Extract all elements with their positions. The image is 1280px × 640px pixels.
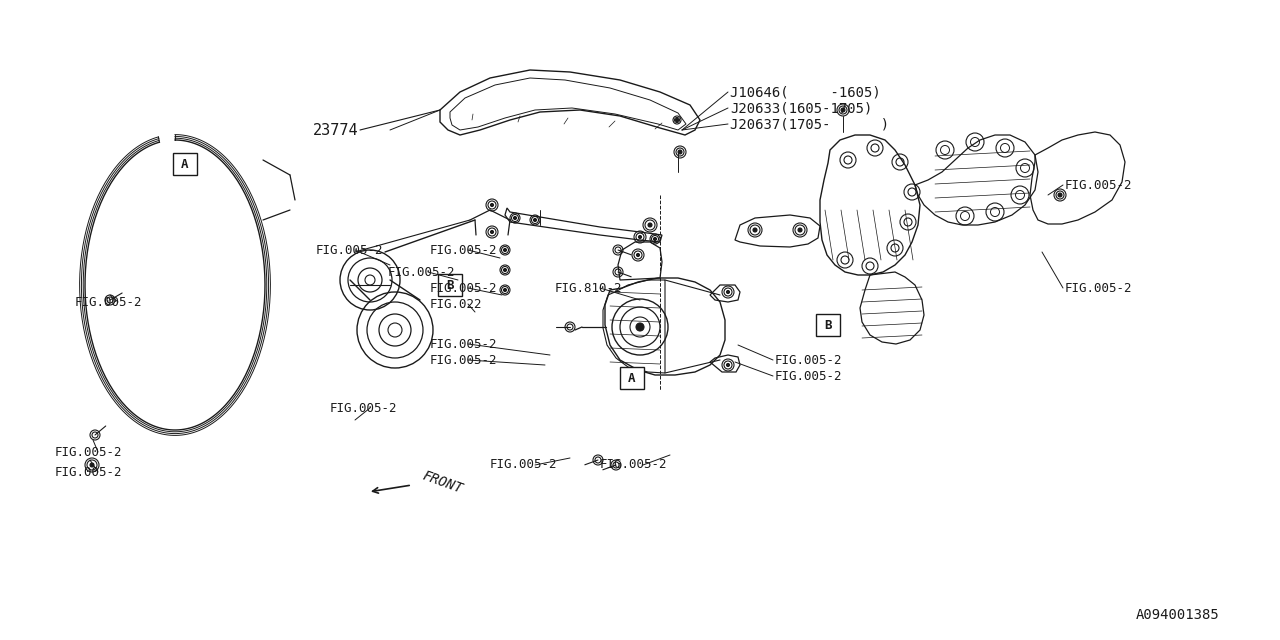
Text: 23774: 23774 — [312, 122, 358, 138]
Text: FIG.005-2: FIG.005-2 — [1065, 179, 1133, 191]
Text: FIG.005-2: FIG.005-2 — [430, 282, 498, 294]
Text: B: B — [447, 278, 453, 291]
Text: FIG.005-2: FIG.005-2 — [774, 353, 842, 367]
Text: FIG.810-2: FIG.810-2 — [556, 282, 622, 294]
Circle shape — [1059, 193, 1062, 197]
Circle shape — [490, 204, 494, 207]
Text: FIG.005-2: FIG.005-2 — [490, 458, 558, 472]
Circle shape — [639, 236, 641, 239]
Text: FIG.005-2: FIG.005-2 — [774, 369, 842, 383]
Circle shape — [503, 248, 507, 252]
Text: FIG.005-2: FIG.005-2 — [1065, 282, 1133, 294]
FancyBboxPatch shape — [173, 153, 197, 175]
Circle shape — [534, 218, 536, 221]
Text: J10646(     -1605): J10646( -1605) — [730, 85, 881, 99]
Circle shape — [753, 228, 756, 232]
Text: FIG.005-2: FIG.005-2 — [55, 445, 123, 458]
Text: FRONT: FRONT — [420, 468, 465, 496]
Circle shape — [841, 108, 845, 112]
Circle shape — [636, 323, 644, 331]
Text: J20637(1705-      ): J20637(1705- ) — [730, 117, 890, 131]
Text: FIG.005-2: FIG.005-2 — [76, 296, 142, 308]
Text: FIG.005-2: FIG.005-2 — [430, 337, 498, 351]
Text: B: B — [824, 319, 832, 332]
Circle shape — [676, 118, 678, 122]
Text: J20633(1605-1705): J20633(1605-1705) — [730, 101, 873, 115]
Text: FIG.005-2: FIG.005-2 — [388, 266, 456, 278]
Circle shape — [654, 237, 657, 241]
Circle shape — [648, 223, 652, 227]
Circle shape — [503, 289, 507, 291]
Text: FIG.005-2: FIG.005-2 — [600, 458, 667, 472]
Circle shape — [503, 269, 507, 271]
Text: A: A — [628, 371, 636, 385]
Text: FIG.005-2: FIG.005-2 — [55, 465, 123, 479]
Circle shape — [727, 364, 730, 367]
Circle shape — [797, 228, 803, 232]
Circle shape — [636, 253, 640, 257]
Circle shape — [727, 291, 730, 294]
Text: FIG.022: FIG.022 — [430, 298, 483, 310]
Text: A: A — [182, 157, 188, 170]
Text: A094001385: A094001385 — [1137, 608, 1220, 622]
Circle shape — [490, 230, 494, 234]
FancyBboxPatch shape — [620, 367, 644, 389]
Text: FIG.005-2: FIG.005-2 — [316, 243, 384, 257]
FancyBboxPatch shape — [438, 274, 462, 296]
Text: FIG.005-2: FIG.005-2 — [430, 243, 498, 257]
Text: FIG.005-2: FIG.005-2 — [430, 353, 498, 367]
Circle shape — [513, 216, 517, 220]
Text: FIG.005-2: FIG.005-2 — [330, 401, 398, 415]
FancyBboxPatch shape — [817, 314, 840, 336]
Circle shape — [90, 463, 93, 467]
Circle shape — [678, 150, 682, 154]
